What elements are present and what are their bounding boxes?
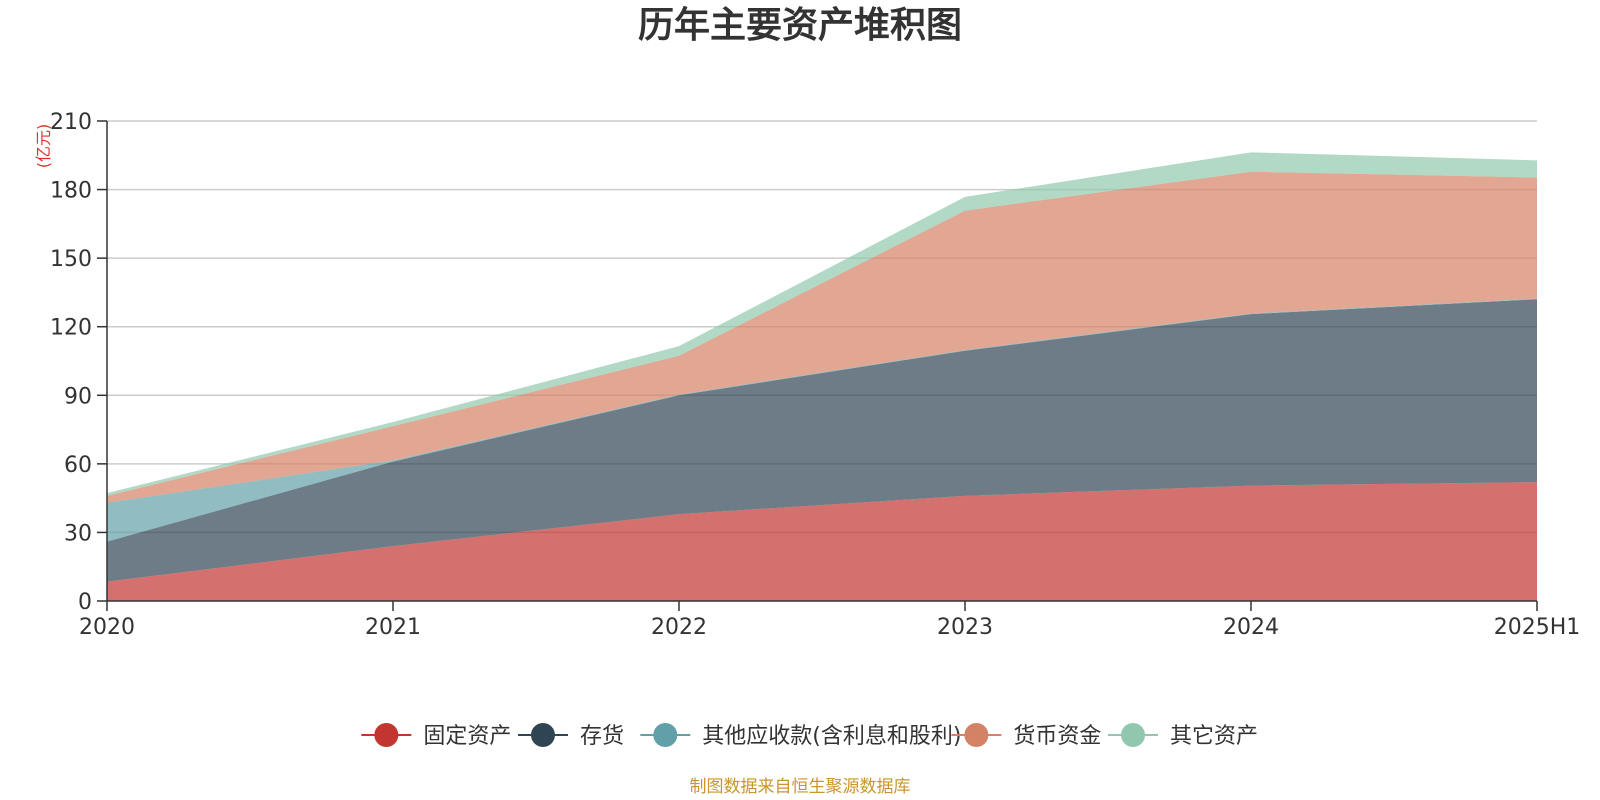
legend-item-3: 货币资金	[951, 723, 1101, 749]
legend-marker	[1121, 723, 1146, 747]
x-tick-label: 2023	[937, 615, 993, 640]
legend-label: 货币资金	[1013, 724, 1101, 749]
y-axis-unit-label: (亿元)	[34, 124, 53, 169]
x-tick-label: 2021	[365, 615, 421, 640]
legend-label: 存货	[580, 724, 624, 749]
legend-label: 其他应收款(含利息和股利)	[702, 724, 961, 749]
area-series-3	[107, 171, 1537, 503]
legend: 固定资产 存货 其他应收款(含利息和股利) 货币资金 其它资产	[361, 723, 1258, 749]
y-tick-label: 120	[50, 316, 92, 341]
legend-marker	[374, 723, 399, 747]
y-tick-label: 180	[50, 179, 92, 204]
legend-item-4: 其它资产	[1108, 723, 1258, 749]
area-series-layer	[107, 152, 1537, 601]
y-tick-label: 0	[78, 590, 92, 615]
legend-marker	[653, 723, 678, 747]
legend-marker	[530, 723, 555, 747]
source-note: 制图数据来自恒生聚源数据库	[690, 777, 911, 797]
x-tick-label: 2020	[79, 615, 135, 640]
chart-title: 历年主要资产堆积图	[638, 5, 962, 46]
y-tick-label: 60	[64, 453, 92, 478]
legend-label: 其它资产	[1170, 724, 1258, 749]
area-series-1	[107, 299, 1537, 582]
area-series-0	[107, 482, 1537, 601]
legend-item-0: 固定资产	[361, 723, 511, 749]
y-tick-label: 210	[50, 110, 92, 135]
y-tick-label: 150	[50, 247, 92, 272]
x-tick-label: 2022	[651, 615, 707, 640]
axes: 0 30 60 90 120 150 180 210 2020 2021 2022 2023 2024 2…	[50, 110, 1580, 640]
x-tick-label: 2025H1	[1494, 615, 1581, 640]
x-tick-label: 2024	[1223, 615, 1279, 640]
legend-item-2: 其他应收款(含利息和股利)	[640, 723, 961, 749]
y-tick-label: 90	[64, 384, 92, 409]
legend-marker	[964, 723, 989, 747]
legend-item-1: 存货	[517, 723, 624, 749]
y-tick-label: 30	[64, 521, 92, 546]
legend-label: 固定资产	[423, 724, 511, 749]
